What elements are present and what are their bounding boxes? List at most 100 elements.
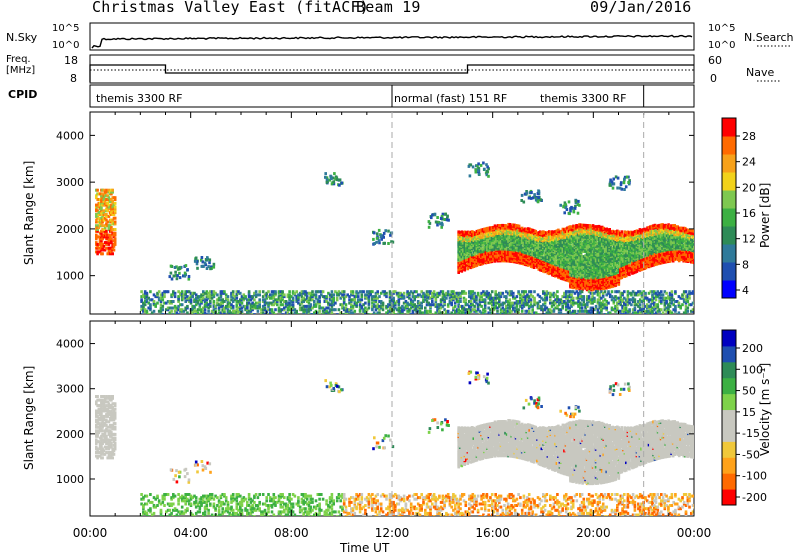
echo-cell bbox=[191, 306, 194, 310]
echo-cell bbox=[173, 309, 177, 313]
echo-cell bbox=[179, 308, 182, 312]
echo-cell bbox=[107, 248, 111, 252]
echo-cell bbox=[507, 232, 510, 236]
echo-cell bbox=[100, 231, 103, 235]
echo-cell bbox=[584, 265, 587, 269]
echo-cell bbox=[620, 244, 624, 248]
echo-cell bbox=[594, 273, 598, 277]
echo-cell bbox=[679, 242, 682, 246]
echo-cell bbox=[567, 247, 571, 251]
echo-cell bbox=[504, 245, 507, 248]
echo-cell bbox=[608, 281, 611, 285]
echo-cell bbox=[548, 230, 551, 234]
echo-cell bbox=[555, 254, 559, 258]
cpid-segments: themis 3300 RF normal (fast) 151 RF themis… bbox=[96, 85, 645, 107]
echo-cell bbox=[603, 278, 607, 282]
echo-cell bbox=[600, 228, 604, 232]
echo-cell bbox=[468, 258, 471, 262]
echo-cell bbox=[566, 269, 569, 273]
echo-cell bbox=[628, 246, 631, 250]
echo-cell bbox=[632, 230, 636, 234]
echo-cell bbox=[154, 304, 157, 308]
echo-cell bbox=[163, 291, 166, 295]
echo-cell bbox=[536, 231, 539, 235]
echo-cell bbox=[683, 226, 687, 230]
echo-cell bbox=[140, 290, 143, 294]
echo-cell bbox=[514, 231, 518, 235]
echo-cell bbox=[576, 266, 580, 270]
echo-cell bbox=[685, 233, 688, 237]
echo-cell bbox=[602, 246, 605, 250]
echo-cell bbox=[510, 254, 513, 258]
echo-cell bbox=[516, 229, 519, 233]
echo-cell bbox=[145, 291, 149, 295]
echo-cell bbox=[688, 253, 692, 257]
cpid-segment-label: themis 3300 RF bbox=[96, 92, 183, 105]
echo-cell bbox=[677, 230, 681, 234]
echo-cell bbox=[487, 226, 491, 230]
echo-cell bbox=[661, 225, 664, 229]
echo-cell bbox=[517, 224, 521, 228]
echo-cell bbox=[554, 251, 557, 254]
echo-cell bbox=[647, 225, 651, 229]
echo-cell bbox=[492, 248, 495, 252]
echo-cell bbox=[110, 205, 113, 209]
echo-cell bbox=[528, 239, 531, 243]
echo-cell bbox=[186, 306, 189, 310]
echo-cell bbox=[163, 290, 166, 294]
echo-cell bbox=[590, 225, 593, 229]
echo-cell bbox=[585, 242, 589, 246]
echo-cell bbox=[177, 298, 180, 302]
echo-cell bbox=[588, 228, 592, 232]
echo-cell bbox=[465, 263, 468, 267]
echo-cell bbox=[113, 209, 117, 213]
echo-cell bbox=[475, 254, 479, 258]
echo-cell bbox=[498, 224, 501, 227]
echo-cell bbox=[691, 229, 694, 233]
echo-cell bbox=[103, 248, 107, 252]
echo-cell bbox=[113, 205, 117, 209]
echo-cell bbox=[683, 237, 687, 241]
echo-cell bbox=[532, 237, 536, 241]
echo-cell bbox=[193, 298, 196, 302]
echo-cell bbox=[555, 260, 559, 264]
echo-cell bbox=[490, 257, 494, 261]
echo-cell bbox=[458, 240, 462, 244]
echo-cell bbox=[478, 238, 482, 242]
echo-cell bbox=[626, 272, 630, 276]
echo-cell bbox=[96, 252, 99, 256]
echo-cell bbox=[540, 269, 544, 272]
echo-cell bbox=[457, 250, 460, 253]
echo-cell bbox=[519, 242, 522, 245]
echo-cell bbox=[655, 224, 658, 228]
echo-cell bbox=[585, 238, 589, 242]
echo-cell bbox=[184, 306, 187, 310]
echo-cell bbox=[582, 223, 586, 227]
echo-cell bbox=[460, 230, 464, 234]
echo-cell bbox=[156, 301, 159, 305]
echo-cell bbox=[691, 245, 694, 249]
echo-cell bbox=[676, 244, 679, 248]
echo-cell bbox=[611, 280, 615, 284]
echo-cell bbox=[172, 300, 175, 303]
echo-cell bbox=[585, 286, 589, 290]
echo-cell bbox=[534, 233, 537, 237]
echo-cell bbox=[543, 268, 547, 272]
echo-cell bbox=[193, 304, 196, 308]
echo-cell bbox=[625, 231, 628, 235]
echo-cell bbox=[603, 238, 607, 242]
echo-cell bbox=[602, 258, 605, 262]
echo-cell bbox=[110, 203, 113, 207]
echo-cell bbox=[105, 235, 108, 239]
echo-cell bbox=[168, 306, 172, 310]
echo-cell bbox=[539, 265, 542, 269]
echo-cell bbox=[557, 252, 560, 256]
echo-cell bbox=[629, 267, 633, 271]
echo-cell bbox=[658, 250, 661, 253]
echo-cell bbox=[191, 311, 194, 314]
echo-cell bbox=[584, 239, 587, 243]
echo-cell bbox=[112, 213, 116, 216]
echo-cell bbox=[626, 267, 630, 271]
echo-cell bbox=[484, 237, 488, 241]
echo-cell bbox=[616, 242, 619, 246]
